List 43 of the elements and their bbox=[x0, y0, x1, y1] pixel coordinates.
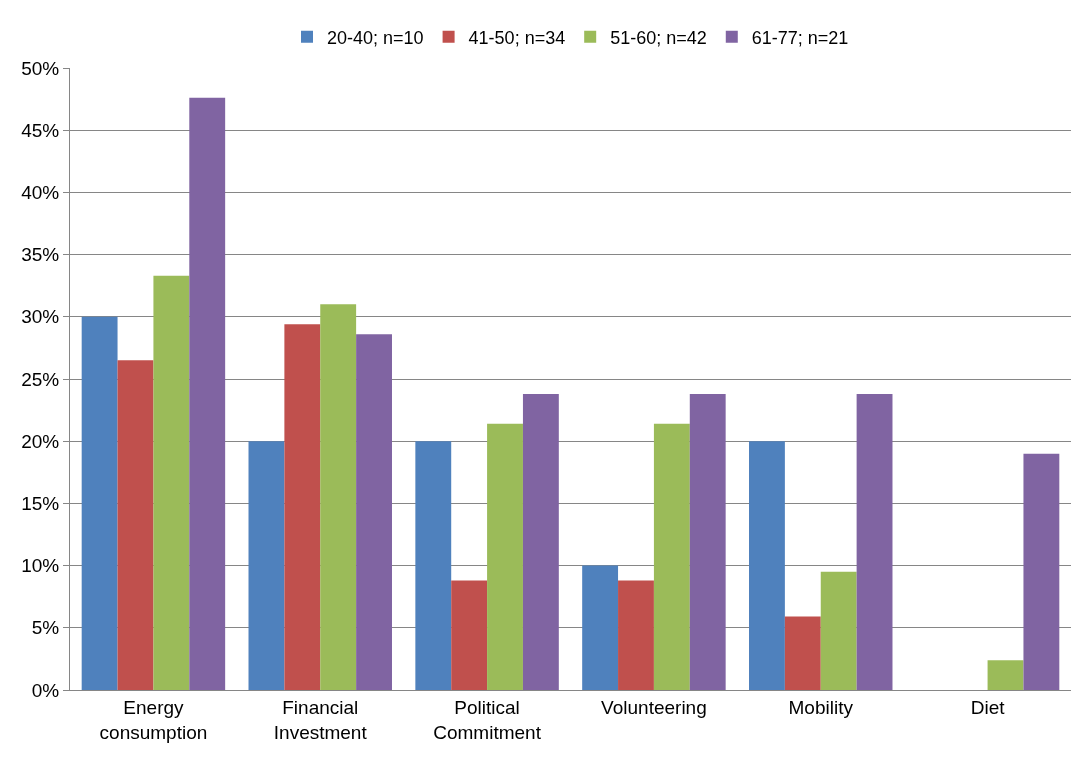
x-tick-label: Energy consumption bbox=[99, 696, 208, 743]
bar bbox=[487, 423, 523, 690]
bar bbox=[820, 571, 857, 690]
bar bbox=[248, 441, 285, 690]
bar bbox=[618, 580, 654, 690]
bar bbox=[81, 316, 118, 690]
x-tick-label: Volunteering bbox=[601, 696, 707, 718]
bar bbox=[320, 304, 357, 690]
y-tick-label: 50% bbox=[21, 57, 60, 79]
y-tick-label: 5% bbox=[31, 617, 60, 639]
bar bbox=[189, 97, 226, 690]
bar bbox=[784, 616, 821, 690]
y-tick-label: 45% bbox=[21, 119, 60, 141]
y-tick-label: 10% bbox=[21, 555, 60, 577]
y-tick-label: 30% bbox=[21, 306, 60, 328]
x-tick-label: Political Commitment bbox=[433, 696, 542, 743]
y-tick-label: 40% bbox=[21, 182, 60, 204]
legend-label: 41-50; n=34 bbox=[468, 27, 566, 48]
y-tick-label: 0% bbox=[31, 679, 60, 701]
bar bbox=[653, 423, 690, 690]
x-tick-label: Financial Investment bbox=[273, 696, 368, 743]
x-tick-label: Diet bbox=[970, 696, 1006, 718]
x-tick-label: Mobility bbox=[788, 696, 854, 718]
bar bbox=[749, 441, 785, 690]
bar bbox=[415, 441, 452, 690]
bar bbox=[582, 565, 619, 690]
legend-label: 61-77; n=21 bbox=[751, 27, 849, 48]
y-tick-label: 35% bbox=[21, 244, 60, 266]
bar bbox=[153, 275, 190, 690]
legend-label: 20-40; n=10 bbox=[327, 27, 424, 48]
y-tick-label: 15% bbox=[21, 493, 60, 515]
bar bbox=[987, 660, 1024, 690]
bar bbox=[356, 334, 392, 690]
y-tick-label: 20% bbox=[21, 430, 60, 452]
bar bbox=[117, 360, 154, 690]
bar bbox=[689, 393, 726, 690]
bar bbox=[856, 393, 893, 690]
bar bbox=[522, 393, 559, 690]
bar bbox=[451, 580, 488, 690]
bar bbox=[1023, 453, 1060, 690]
legend-label: 51-60; n=42 bbox=[610, 27, 707, 48]
bar bbox=[284, 324, 321, 690]
y-tick-label: 25% bbox=[21, 368, 60, 390]
